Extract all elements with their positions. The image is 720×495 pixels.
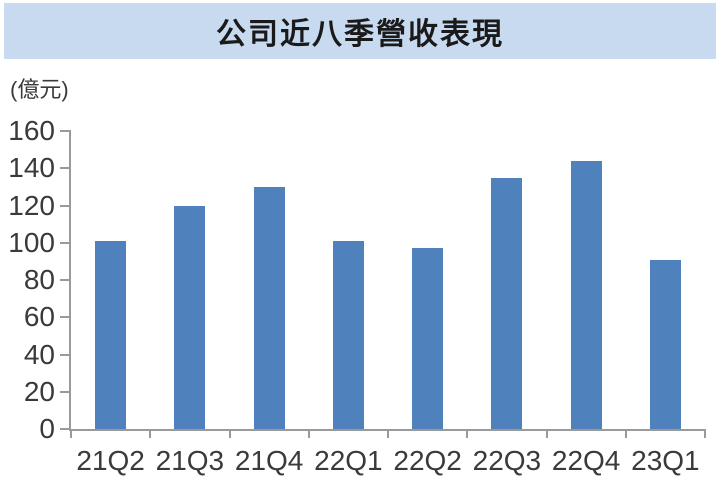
x-tick-mark <box>387 429 389 438</box>
y-tick-mark <box>60 130 71 132</box>
x-tick-mark <box>70 429 72 438</box>
y-tick-mark <box>60 279 71 281</box>
y-tick-label: 100 <box>8 226 55 258</box>
bar <box>332 240 364 429</box>
bar <box>412 248 444 429</box>
x-tick-mark <box>466 429 469 438</box>
y-tick-label: 80 <box>23 264 55 295</box>
x-tick-label: 21Q3 <box>155 445 225 476</box>
x-tick-mark <box>624 429 627 438</box>
x-tick-mark <box>149 429 152 438</box>
x-tick-label: 22Q4 <box>551 445 621 476</box>
y-tick-mark <box>60 167 71 170</box>
bar <box>570 160 602 429</box>
y-tick-label: 140 <box>8 152 55 184</box>
y-tick-label: 160 <box>8 115 55 146</box>
x-tick-label: 22Q1 <box>314 445 383 476</box>
x-tick-mark <box>545 429 548 438</box>
y-tick-mark <box>60 241 71 244</box>
x-tick-label: 22Q3 <box>472 445 542 476</box>
bar <box>174 205 206 429</box>
y-tick-mark <box>60 390 71 393</box>
title-banner: 公司近八季營收表現 <box>4 3 716 59</box>
y-tick-label: 0 <box>39 413 55 444</box>
x-tick-mark <box>704 429 706 438</box>
x-tick-label: 22Q2 <box>393 445 462 476</box>
x-tick-mark <box>228 429 231 438</box>
x-tick-label: 21Q4 <box>234 445 304 476</box>
y-tick-mark <box>60 204 71 207</box>
y-axis-unit-label: (億元) <box>10 77 69 102</box>
x-tick-label: 21Q2 <box>76 445 145 476</box>
x-tick-label: 23Q1 <box>631 445 700 476</box>
x-tick-mark <box>307 429 310 438</box>
chart-title: 公司近八季營收表現 <box>216 18 504 51</box>
y-tick-label: 120 <box>8 189 55 221</box>
plot-area: 0 20 40 60 80 100 120 140 160 21Q2 21Q3 21Q4 22Q1 22Q… <box>8 116 706 476</box>
y-tick-mark <box>60 353 71 356</box>
bar <box>95 240 127 429</box>
y-tick-label: 60 <box>23 301 55 333</box>
y-tick-label: 20 <box>23 375 55 407</box>
bar <box>253 186 285 429</box>
bar <box>491 177 523 429</box>
y-tick-label: 40 <box>23 338 55 370</box>
y-tick-mark <box>60 316 71 319</box>
bar <box>649 259 681 429</box>
y-tick-mark <box>60 428 71 430</box>
